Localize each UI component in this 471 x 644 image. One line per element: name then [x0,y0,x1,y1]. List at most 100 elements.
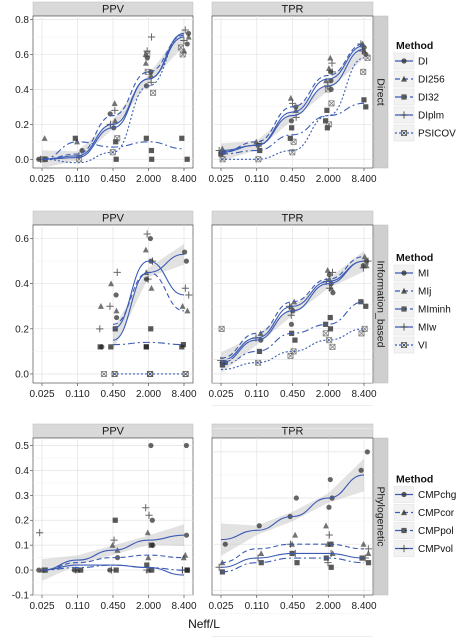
legend-label: MIminh [418,305,451,316]
data-point-PSICOV [360,68,367,75]
data-point-MIw [359,264,367,272]
legend-label: MI [418,269,429,280]
data-point-CMPchg [256,523,262,529]
x-tick-label: 0.110 [245,174,270,185]
facet-panel-2-0: PPV -0.1 0.0 0.1 0.2 0.3 0.4 0.5 0.025 0.110 0.450… [12,423,197,612]
data-point-MIminh [148,326,154,332]
legend-marker [400,544,408,553]
y-tick-label: 0.6 [15,234,29,245]
legend-marker [401,491,407,498]
data-point-DIplm [111,106,119,114]
data-point-MIj [363,262,370,269]
y-tick-label: 0.5 [15,441,29,452]
data-point-CMPpol [294,560,300,566]
data-point-CMPcor [180,554,187,561]
data-point-MIw [287,311,295,319]
data-point-VI [322,330,329,337]
facet-panel-2-1: TPR 0.025 0.110 0.450 2.000 8.400 Phylogenetic [208,359,389,637]
data-point-CMPvol [142,504,150,512]
legend-label: CMPchg [418,490,456,501]
data-point-CMPchg [364,449,370,455]
x-tick-label: 0.450 [100,601,125,612]
data-point-MIminh [327,314,333,321]
data-point-PSICOV [324,86,331,93]
x-tick-label: 0.025 [29,389,54,400]
data-point-CMPvol [145,511,153,519]
data-point-CMPchg [358,467,364,473]
data-point-CMPvol [36,529,44,537]
x-tick-label: 8.400 [351,389,376,400]
data-point-MIw [181,284,189,292]
row-strip [373,224,389,384]
data-point-DI32 [143,135,149,141]
trend-line-DI32 [220,102,365,155]
data-point-CMPchg [222,541,228,547]
legend-1: Method MI MIj MIminh MIw VI [393,252,451,354]
data-point-MIj [184,307,191,314]
y-tick-label: 0.2 [15,324,29,335]
legend-marker [401,509,407,516]
trend-line-DIplm [220,45,365,152]
data-point-MIw [106,302,114,310]
data-point-CMPchg [149,517,155,523]
x-tick-label: 0.110 [245,389,270,400]
data-point-DI32 [179,135,185,141]
legend-marker [401,306,407,312]
data-point-VI [287,352,294,359]
x-tick-label: 8.400 [351,601,376,612]
data-point-MIw [185,291,193,299]
data-point-DI256 [147,72,154,79]
trend-line-CMPcor [220,543,365,564]
data-point-MIw [143,230,151,238]
trend-line-DI256 [220,43,365,153]
legend-label: VI [418,341,427,352]
x-tick-label: 0.450 [280,174,305,185]
confidence-band [113,243,184,351]
legend-label: DIplm [418,111,444,122]
legend-label: PSICOV [418,129,456,140]
data-point-DI32 [324,125,330,131]
data-point-DI32 [257,147,263,154]
data-point-DIplm [359,47,367,55]
x-tick-label: 0.025 [29,601,54,612]
legend-marker [401,342,407,348]
data-point-CMPchg [293,495,299,501]
data-point-CMPvol [325,531,333,539]
x-tick-label: 8.400 [171,174,196,185]
legend-marker [401,527,407,534]
data-point-DI32 [149,156,155,162]
data-point-DIplm [328,59,336,67]
data-point-DIplm [181,26,189,34]
data-point-PSICOV [290,138,297,145]
data-point-DIplm [143,47,151,55]
data-point-VI [358,330,365,337]
trend-line-MI [220,260,365,364]
facet-title: TPR [282,426,304,438]
data-point-PSICOV [289,149,296,156]
legend-0: Method DI DI256 DI32 DIplm PSICOV [393,40,456,142]
data-point-CMPpol [184,567,190,573]
data-point-CMPcor [109,541,116,548]
data-point-MI [330,290,336,296]
data-point-DI256 [327,54,334,61]
data-point-DI [288,118,295,124]
data-point-MIw [113,268,121,276]
legend-label: CMPpol [418,526,454,537]
data-point-CMPcor [322,522,329,529]
data-point-DI [184,41,190,47]
data-point-PSICOV [325,121,332,128]
facet-title: PPV [102,4,125,16]
legend-marker [401,94,407,100]
data-point-CMPcor [360,541,367,547]
legend-marker [401,58,407,64]
data-point-DI256 [112,117,119,124]
trend-line-CMPchg [41,534,185,571]
data-point-MIw [364,257,372,265]
x-tick-label: 2.000 [136,174,161,185]
data-point-PSICOV [150,89,157,96]
data-point-DI256 [323,77,330,84]
facet-title: TPR [282,213,304,225]
data-point-DI32 [361,97,367,103]
x-tick-label: 0.450 [100,174,125,185]
x-tick-label: 0.450 [280,601,305,612]
